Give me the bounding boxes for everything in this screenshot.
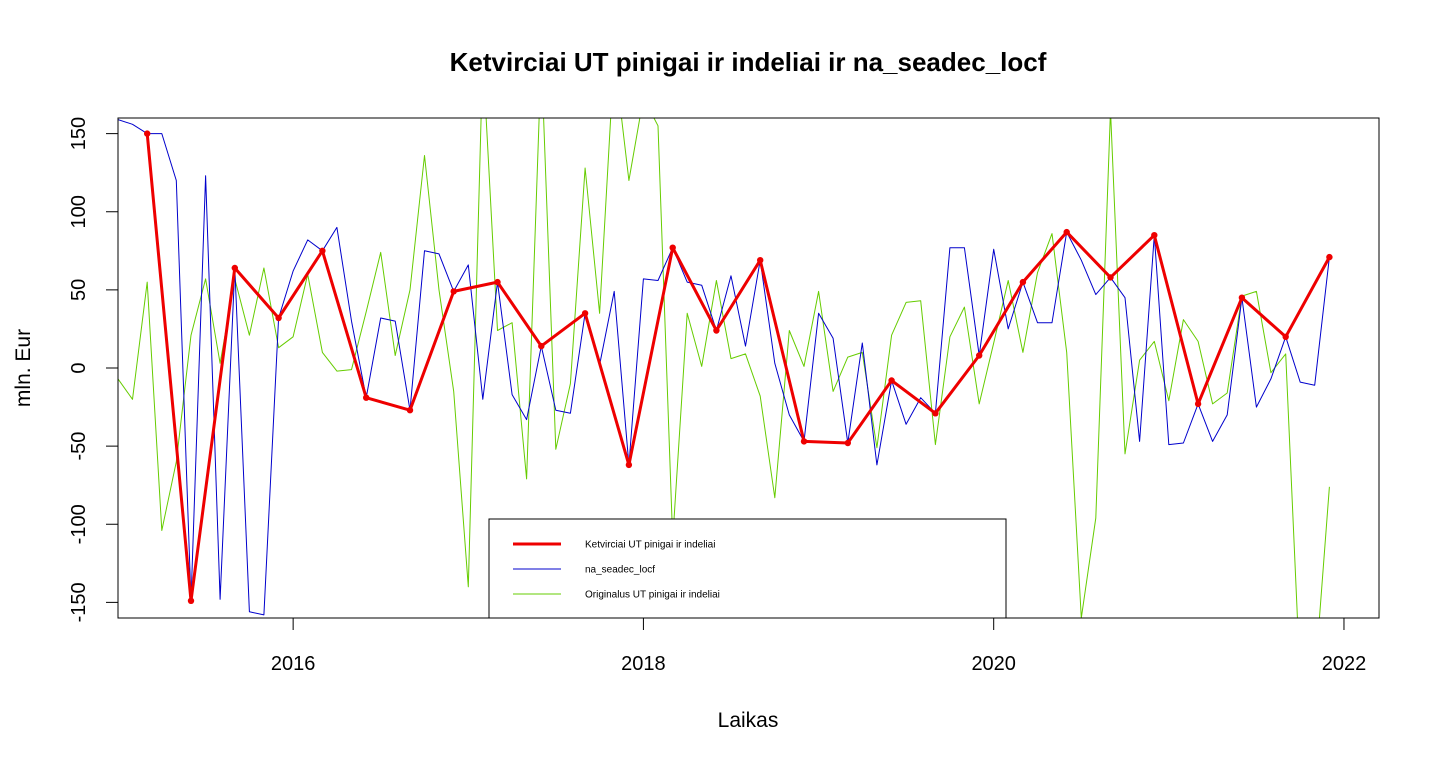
series-point-0-10 — [581, 310, 589, 317]
series-point-0-25 — [1238, 294, 1246, 301]
series-point-0-15 — [800, 438, 808, 445]
series-point-0-23 — [1151, 232, 1158, 239]
legend-label-0: Ketvirciai UT pinigai ir indeliai — [585, 540, 715, 551]
series-point-0-21 — [1063, 228, 1070, 236]
y-tick-label-3: 0 — [68, 362, 90, 373]
legend-label-1: na_seadec_locf — [585, 565, 655, 576]
series-point-0-24 — [1194, 400, 1202, 408]
series-point-0-13 — [713, 327, 720, 334]
legend-box — [488, 518, 1007, 619]
series-point-0-3 — [275, 314, 282, 322]
series-point-0-0 — [144, 130, 151, 137]
y-tick-label-0: -150 — [68, 582, 90, 622]
y-axis-label: mln. Eur — [12, 329, 35, 407]
y-tick-label-6: 150 — [68, 117, 90, 150]
y-tick-label-4: 50 — [68, 279, 90, 301]
x-tick-label-0: 2016 — [271, 653, 316, 675]
series-point-0-26 — [1282, 333, 1289, 340]
series-line-0 — [145, 133, 1331, 603]
y-tick-label-1: -100 — [68, 504, 90, 544]
x-tick-label-3: 2022 — [1322, 653, 1367, 675]
series-point-0-12 — [669, 244, 676, 251]
series-point-0-16 — [844, 439, 851, 447]
x-tick-label-2: 2020 — [971, 653, 1016, 675]
series-point-0-5 — [363, 394, 370, 401]
y-axis: -150 -100 -50 0 50 100 150 — [68, 117, 119, 622]
series-point-0-19 — [976, 352, 983, 359]
legend-label-2: Originalus UT pinigai ir indeliai — [585, 590, 720, 601]
y-tick-label-5: 100 — [68, 195, 90, 228]
series-point-0-27 — [1326, 253, 1333, 261]
series-layer — [118, 118, 1333, 618]
series-point-0-18 — [932, 410, 939, 417]
chart-title: Ketvirciai UT pinigai ir indeliai ir na_… — [450, 47, 1047, 77]
series-point-0-7 — [450, 288, 457, 295]
series-point-0-9 — [538, 342, 545, 350]
series-point-0-4 — [319, 247, 326, 254]
series-point-0-6 — [406, 407, 414, 414]
x-tick-label-1: 2018 — [621, 653, 666, 675]
series-point-0-8 — [494, 278, 501, 286]
series-point-0-14 — [757, 257, 764, 264]
series-point-0-22 — [1107, 274, 1114, 281]
series-point-0-11 — [625, 461, 633, 469]
x-axis-label: Laikas — [718, 709, 779, 732]
series-point-0-20 — [1019, 278, 1027, 286]
series-point-0-2 — [231, 264, 238, 272]
legend: Ketvirciai UT pinigai ir indeliai na_sead… — [488, 518, 1007, 619]
series-point-0-1 — [187, 597, 195, 604]
x-axis: 2016 2018 2020 2022 — [271, 617, 1367, 675]
y-tick-label-2: -50 — [68, 432, 90, 461]
series-point-0-17 — [888, 377, 895, 384]
